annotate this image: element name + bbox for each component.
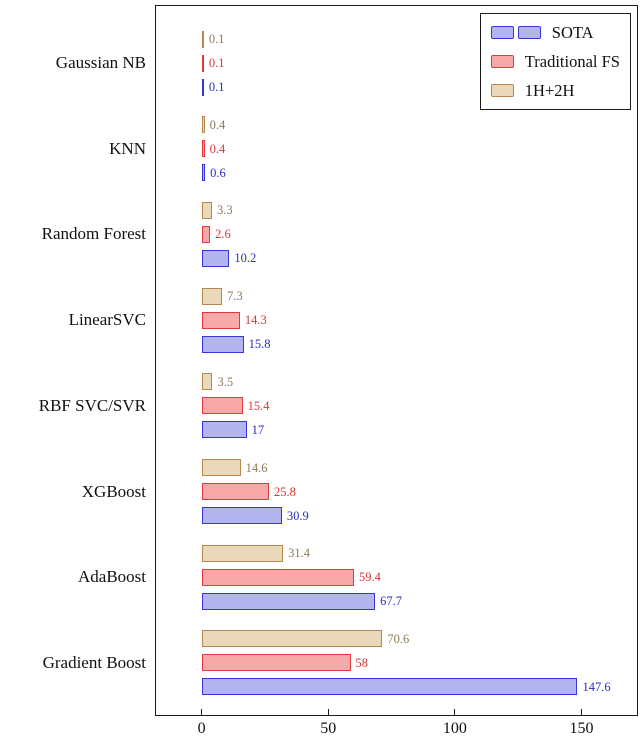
value-label-traditional-fs-random-forest: 2.6 xyxy=(215,227,231,242)
legend-item-traditional-fs: Traditional FS xyxy=(481,47,630,76)
category-label-knn: KNN xyxy=(109,138,146,158)
bar-1h-2h-knn xyxy=(201,116,205,134)
value-label-1h-2h-knn: 0.4 xyxy=(209,117,226,132)
bar-traditional-fs-adaboost xyxy=(201,568,355,586)
value-label-traditional-fs-rbf-svc-svr: 15.4 xyxy=(247,398,270,413)
bar-1h-2h-linearsvc xyxy=(201,287,223,305)
bar-traditional-fs-knn xyxy=(201,140,205,158)
value-label-1h-2h-adaboost: 31.4 xyxy=(288,546,310,561)
value-label-traditional-fs-gradient-boost: 58 xyxy=(355,655,369,670)
value-label-sota-gradient-boost: 147.6 xyxy=(582,679,611,694)
category-label-rbf-svc-svr: RBF SVC/SVR xyxy=(38,395,146,415)
x-tick-label-150: 150 xyxy=(569,720,594,737)
category-label-xgboost: XGBoost xyxy=(81,481,146,501)
bar-1h-2h-adaboost xyxy=(201,544,284,562)
bar-traditional-fs-rbf-svc-svr xyxy=(201,397,243,415)
legend-label-1h-2h: 1H+2H xyxy=(524,80,575,100)
bar-sota-xgboost xyxy=(201,507,282,524)
value-label-1h-2h-xgboost: 14.6 xyxy=(245,460,268,475)
x-tick-mark-0 xyxy=(201,709,203,715)
category-label-adaboost: AdaBoost xyxy=(78,567,146,587)
value-label-sota-gaussian-nb: 0.1 xyxy=(208,80,225,94)
value-label-traditional-fs-xgboost: 25.8 xyxy=(273,484,296,499)
value-label-sota-linearsvc: 15.8 xyxy=(248,337,271,352)
bar-sota-gaussian-nb xyxy=(201,78,204,96)
x-tick-mark-50 xyxy=(327,709,329,715)
bar-1h-2h-gaussian-nb xyxy=(201,30,204,48)
category-label-gradient-boost: Gradient Boost xyxy=(42,652,146,672)
legend-swatch-sota xyxy=(517,26,541,39)
x-tick-mark-150 xyxy=(581,709,583,715)
legend-label-sota: SOTA xyxy=(551,22,594,42)
bar-1h-2h-gradient-boost xyxy=(201,630,383,648)
bar-sota-gradient-boost xyxy=(201,678,578,696)
bar-sota-rbf-svc-svr xyxy=(201,421,247,439)
value-label-sota-knn: 0.6 xyxy=(210,165,226,180)
value-label-traditional-fs-knn: 0.4 xyxy=(209,141,226,156)
bar-traditional-fs-random-forest xyxy=(201,225,211,243)
bar-traditional-fs-gradient-boost xyxy=(201,654,351,672)
value-label-sota-adaboost: 67.7 xyxy=(380,594,402,609)
x-tick-label-100: 100 xyxy=(442,720,467,737)
bar-traditional-fs-gaussian-nb xyxy=(201,54,204,72)
bar-1h-2h-random-forest xyxy=(201,201,212,219)
legend-swatch-1h-2h xyxy=(490,84,514,97)
legend-label-traditional-fs: Traditional FS xyxy=(524,51,620,71)
bar-1h-2h-rbf-svc-svr xyxy=(201,373,213,391)
legend-item-1h-2h: 1H+2H xyxy=(481,76,630,105)
category-label-linearsvc: LinearSVC xyxy=(68,310,146,330)
plot-area: SOTA Traditional FS 1H+2H 0.1 0.1 0.1 0.4 0.4 0… xyxy=(155,5,638,716)
value-label-traditional-fs-gaussian-nb: 0.1 xyxy=(208,56,225,70)
value-label-traditional-fs-adaboost: 59.4 xyxy=(359,570,381,585)
value-label-sota-random-forest: 10.2 xyxy=(234,251,257,266)
value-label-1h-2h-gaussian-nb: 0.1 xyxy=(208,32,225,46)
value-label-sota-rbf-svc-svr: 17 xyxy=(251,422,265,437)
value-label-1h-2h-rbf-svc-svr: 3.5 xyxy=(217,374,234,389)
bar-sota-linearsvc xyxy=(201,335,244,353)
value-label-1h-2h-random-forest: 3.3 xyxy=(216,203,233,218)
bar-sota-random-forest xyxy=(201,249,230,267)
bar-traditional-fs-linearsvc xyxy=(201,311,240,329)
legend-swatch-traditional-fs xyxy=(490,55,514,68)
legend-item-sota: SOTA xyxy=(481,18,630,47)
x-tick-label-50: 50 xyxy=(320,720,337,737)
value-label-1h-2h-gradient-boost: 70.6 xyxy=(387,631,410,646)
bar-1h-2h-xgboost xyxy=(201,459,241,476)
legend: SOTA Traditional FS 1H+2H xyxy=(479,13,631,110)
x-tick-label-0: 0 xyxy=(197,720,206,737)
bar-sota-adaboost xyxy=(201,592,376,610)
value-label-sota-xgboost: 30.9 xyxy=(286,508,309,523)
category-label-gaussian-nb: Gaussian NB xyxy=(55,53,146,72)
x-tick-mark-100 xyxy=(454,709,456,715)
value-label-1h-2h-linearsvc: 7.3 xyxy=(227,289,243,304)
bar-sota-knn xyxy=(201,164,206,182)
category-label-random-forest: Random Forest xyxy=(41,224,146,244)
bar-traditional-fs-xgboost xyxy=(201,483,269,500)
value-label-traditional-fs-linearsvc: 14.3 xyxy=(244,313,267,328)
legend-swatch-sota xyxy=(490,26,514,39)
